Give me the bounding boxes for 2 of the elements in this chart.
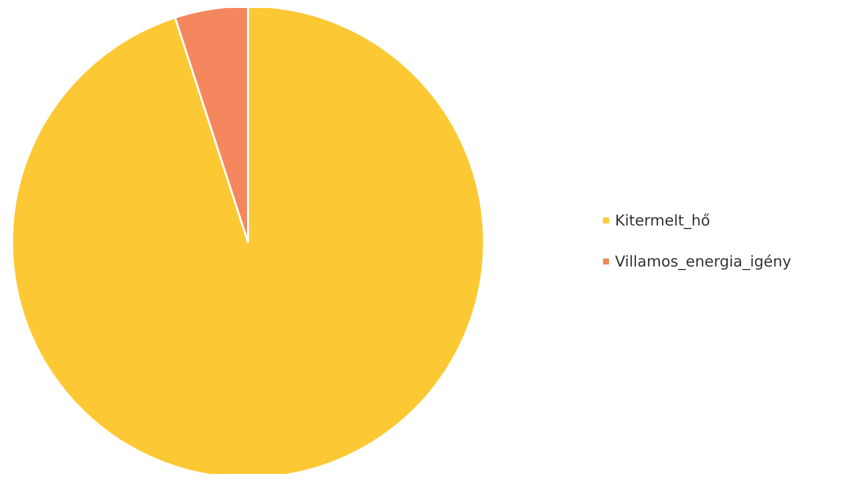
legend-label: Villamos_energia_igény <box>615 252 792 270</box>
legend-label: Kitermelt_hő <box>615 212 710 230</box>
